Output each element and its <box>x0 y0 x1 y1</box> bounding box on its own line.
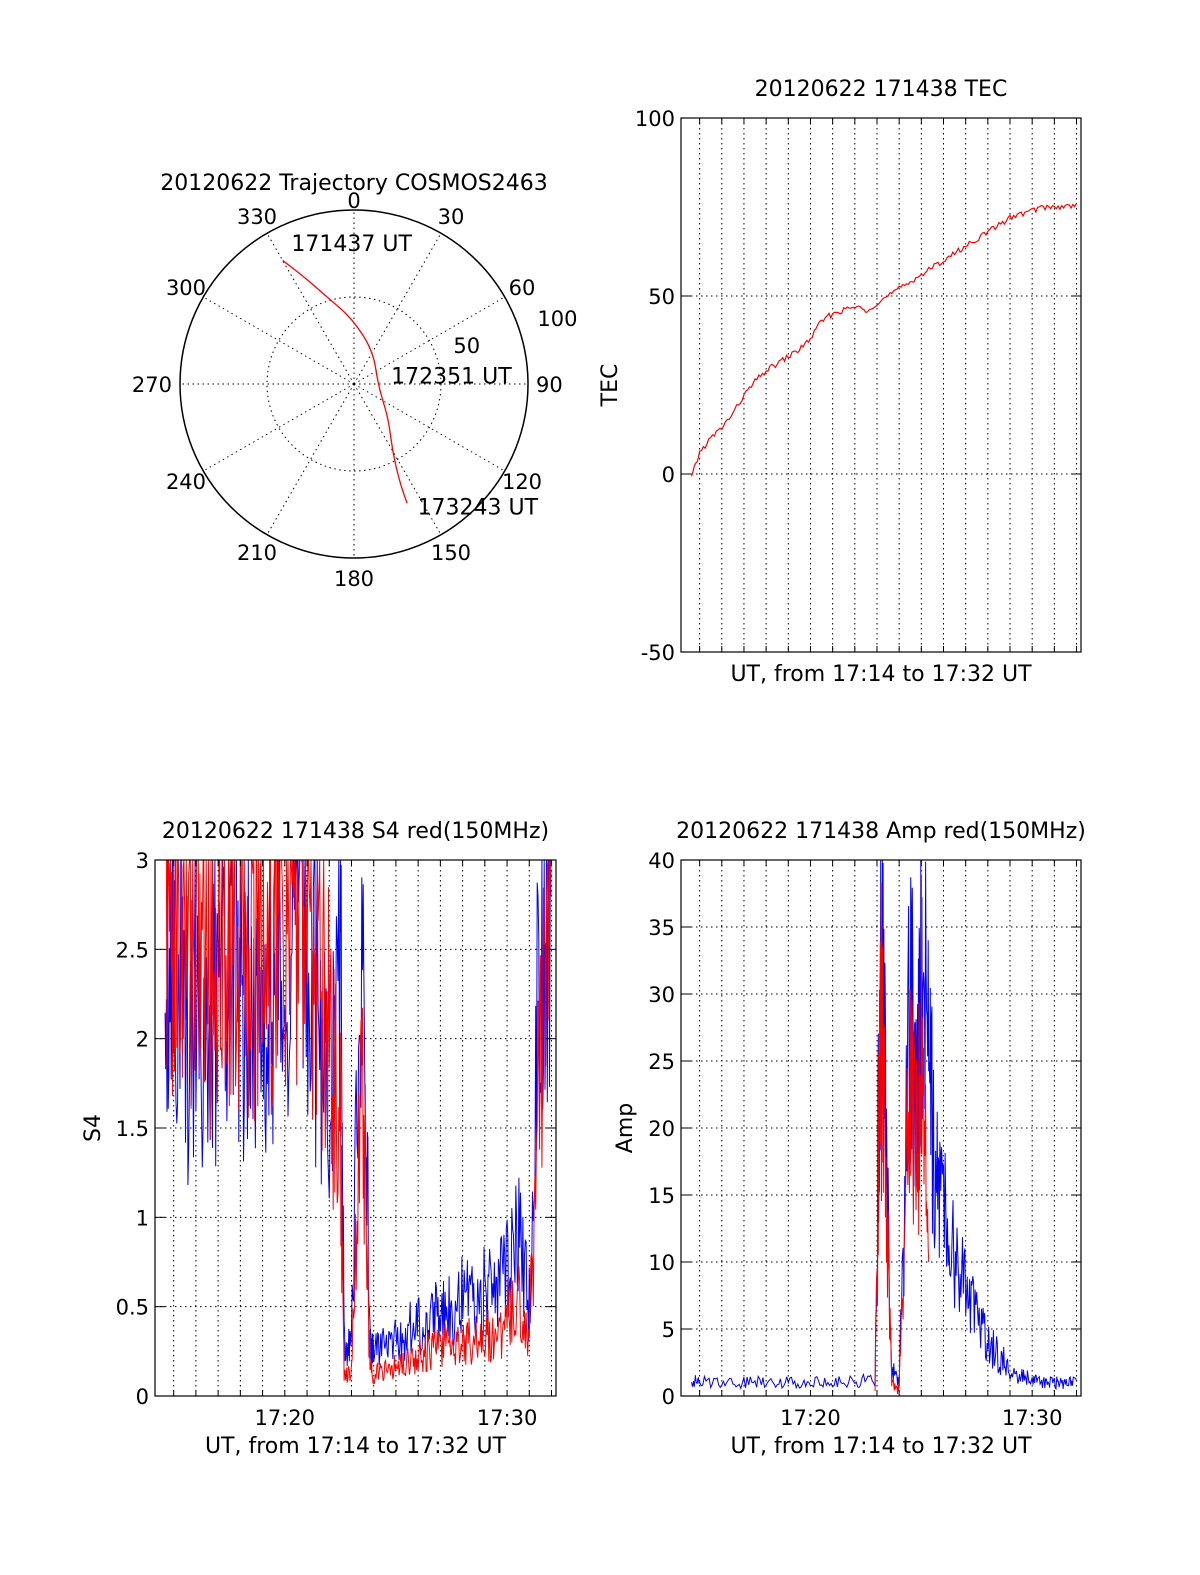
y-tick-label: 0 <box>662 463 675 487</box>
polar-azimuth-label-90: 90 <box>536 373 563 397</box>
polar-spoke-330 <box>266 233 355 385</box>
y-tick-label: 5 <box>662 1318 675 1342</box>
y-tick-label: 30 <box>648 983 675 1007</box>
polar-azimuth-label-120: 120 <box>502 470 542 494</box>
panel-title: 20120622 171438 Amp red(150MHz) <box>676 819 1086 844</box>
x-tick-label: 17:20 <box>780 1406 841 1430</box>
y-tick-label: 10 <box>648 1251 675 1275</box>
polar-spoke-210 <box>266 383 355 535</box>
y-tick-label: 3 <box>136 849 149 873</box>
y-tick-label: 1.5 <box>116 1117 149 1141</box>
panel-title: 20120622 171438 TEC <box>755 77 1008 102</box>
polar-time-annotation: 173243 UT <box>418 495 539 520</box>
polar-ring-50 <box>266 296 442 472</box>
panel-2: 0 0.5 1 1.5 2 2.5 3 17:20 17:30 20120622 171438 S… <box>81 819 557 1459</box>
y-tick-label: -50 <box>641 641 675 665</box>
polar-azimuth-label-210: 210 <box>237 541 277 565</box>
polar-azimuth-label-180: 180 <box>334 567 374 591</box>
polar-spoke-120 <box>353 383 505 472</box>
polar-azimuth-label-240: 240 <box>166 470 206 494</box>
y-tick-label: 40 <box>648 849 675 873</box>
panel-title: 20120622 171438 S4 red(150MHz) <box>162 819 549 844</box>
y-axis-label: TEC <box>598 364 623 408</box>
series-line-0 <box>690 203 1078 477</box>
panel-3: 0 5 10 15 20 25 30 35 40 17:20 17:30 20120622 17143… <box>613 819 1086 1459</box>
polar-spoke-60 <box>353 296 505 385</box>
x-tick-label: 17:30 <box>1002 1406 1063 1430</box>
y-axis-label: Amp <box>613 1103 638 1153</box>
y-tick-label: 0.5 <box>116 1296 149 1320</box>
polar-ring-label-50: 50 <box>453 334 480 358</box>
y-axis-label: S4 <box>81 1114 106 1142</box>
polar-azimuth-label-270: 270 <box>132 373 172 397</box>
polar-spoke-240 <box>203 383 355 472</box>
y-tick-label: 25 <box>648 1050 675 1074</box>
polar-azimuth-label-300: 300 <box>166 276 206 300</box>
y-tick-label: 15 <box>648 1184 675 1208</box>
y-tick-label: 50 <box>648 285 675 309</box>
polar-time-annotation: 172351 UT <box>391 364 512 389</box>
y-tick-label: 2.5 <box>116 938 149 962</box>
x-axis-label: UT, from 17:14 to 17:32 UT <box>205 1434 507 1459</box>
y-tick-label: 1 <box>136 1206 149 1230</box>
polar-ring-outer <box>179 209 529 559</box>
polar-azimuth-label-0: 0 <box>347 189 360 213</box>
x-tick-label: 17:30 <box>477 1406 538 1430</box>
panel-1: -50 0 50 100 20120622 171438 TEC UT, from 17:… <box>598 77 1082 687</box>
y-tick-label: 35 <box>648 916 675 940</box>
x-axis-label: UT, from 17:14 to 17:32 UT <box>730 1434 1032 1459</box>
y-tick-label: 0 <box>662 1385 675 1409</box>
polar-spoke-150 <box>353 383 442 535</box>
polar-spoke-300 <box>203 296 355 385</box>
plot-frame <box>680 117 1082 653</box>
series-line-1 <box>874 874 930 1395</box>
polar-ring-label-100: 100 <box>537 307 577 331</box>
y-tick-label: 100 <box>635 107 675 131</box>
polar-title: 20120622 Trajectory COSMOS2463 <box>160 171 547 196</box>
x-tick-label: 17:20 <box>254 1406 315 1430</box>
y-tick-label: 2 <box>136 1028 149 1052</box>
y-tick-label: 20 <box>648 1117 675 1141</box>
series-line-0 <box>691 860 1077 1391</box>
polar-time-annotation: 171437 UT <box>291 232 412 257</box>
polar-azimuth-label-330: 330 <box>237 205 277 229</box>
x-axis-label: UT, from 17:14 to 17:32 UT <box>730 662 1032 687</box>
polar-trajectory-track <box>282 259 408 504</box>
polar-spoke-30 <box>353 233 442 385</box>
polar-azimuth-label-60: 60 <box>509 276 536 300</box>
y-tick-label: 0 <box>136 1385 149 1409</box>
series-line-1 <box>165 860 552 1385</box>
polar-azimuth-label-150: 150 <box>431 541 471 565</box>
polar-azimuth-label-30: 30 <box>438 205 465 229</box>
